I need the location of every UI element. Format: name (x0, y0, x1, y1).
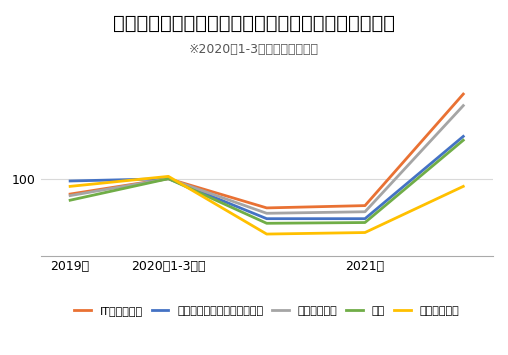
Text: ※2020年1-3月期を基点とする: ※2020年1-3月期を基点とする (189, 43, 319, 56)
Legend: ITエンジニア, 電気・機械・化学エンジニア, 事務系専門職, 営業, 販売サービス: ITエンジニア, 電気・機械・化学エンジニア, 事務系専門職, 営業, 販売サー… (70, 302, 464, 321)
Text: 『リクルートエージェント』代表職種別　求人数推移: 『リクルートエージェント』代表職種別 求人数推移 (113, 14, 395, 33)
